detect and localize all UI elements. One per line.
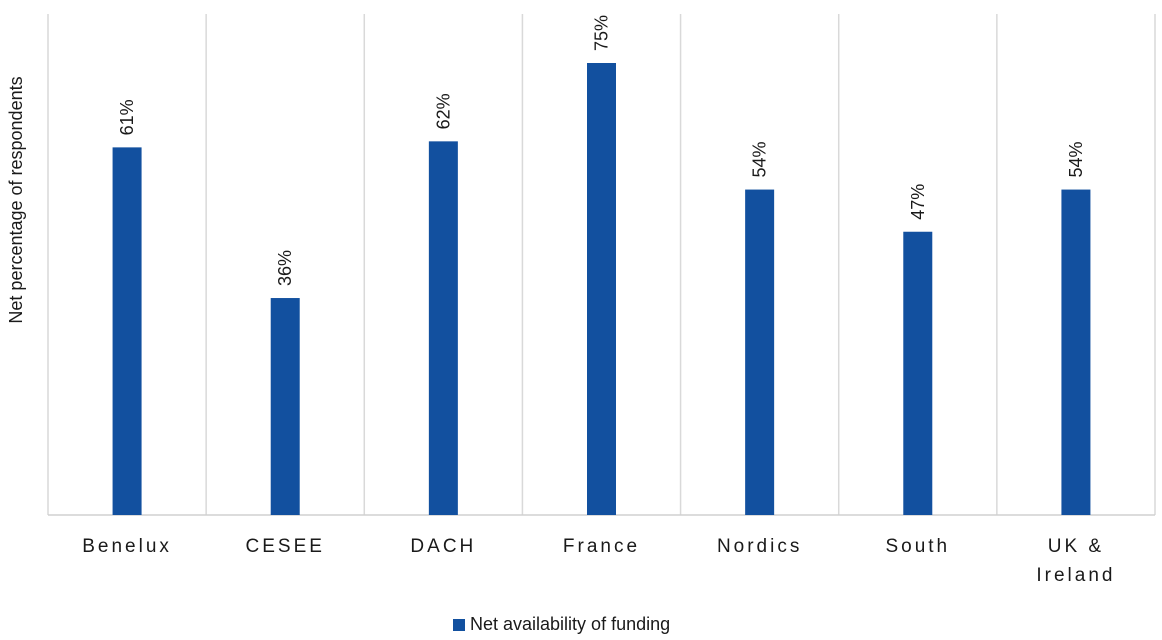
- category-labels-group: Benelux CESEE DACH France Nordics South UK & Ir…: [82, 536, 1115, 586]
- data-label-france: 75%: [592, 15, 612, 51]
- category-label-uk-ireland-line-1: UK &: [1048, 536, 1104, 557]
- category-label-benelux: Benelux: [82, 536, 172, 557]
- y-axis-label: Net percentage of respondents: [6, 76, 26, 323]
- data-label-benelux: 61%: [117, 99, 137, 135]
- data-label-uk-ireland: 54%: [1066, 142, 1086, 178]
- data-label-cesee: 36%: [275, 250, 295, 286]
- category-gridlines: [47, 14, 1156, 515]
- bars-group: [112, 63, 1091, 515]
- data-label-south: 47%: [908, 184, 928, 220]
- bar-cesee: [270, 298, 300, 515]
- bar-uk-ireland: [1061, 189, 1091, 515]
- legend-swatch: [453, 619, 465, 631]
- category-label-south: South: [885, 536, 950, 557]
- data-labels-group: 61% 36% 62% 75% 54% 47% 54%: [117, 15, 1086, 286]
- bar-south: [903, 231, 933, 515]
- category-label-dach: DACH: [410, 536, 476, 557]
- legend-label: Net availability of funding: [470, 614, 670, 634]
- bar-benelux: [112, 147, 142, 515]
- category-label-france: France: [563, 536, 640, 557]
- data-label-nordics: 54%: [750, 142, 770, 178]
- category-label-nordics: Nordics: [717, 536, 802, 557]
- legend: Net availability of funding: [453, 614, 670, 634]
- category-label-uk-ireland-line-2: Ireland: [1036, 565, 1115, 586]
- bar-nordics: [745, 189, 775, 515]
- bar-dach: [428, 141, 458, 515]
- bar-france: [587, 63, 616, 515]
- data-label-dach: 62%: [433, 93, 453, 129]
- category-label-cesee: CESEE: [246, 536, 325, 557]
